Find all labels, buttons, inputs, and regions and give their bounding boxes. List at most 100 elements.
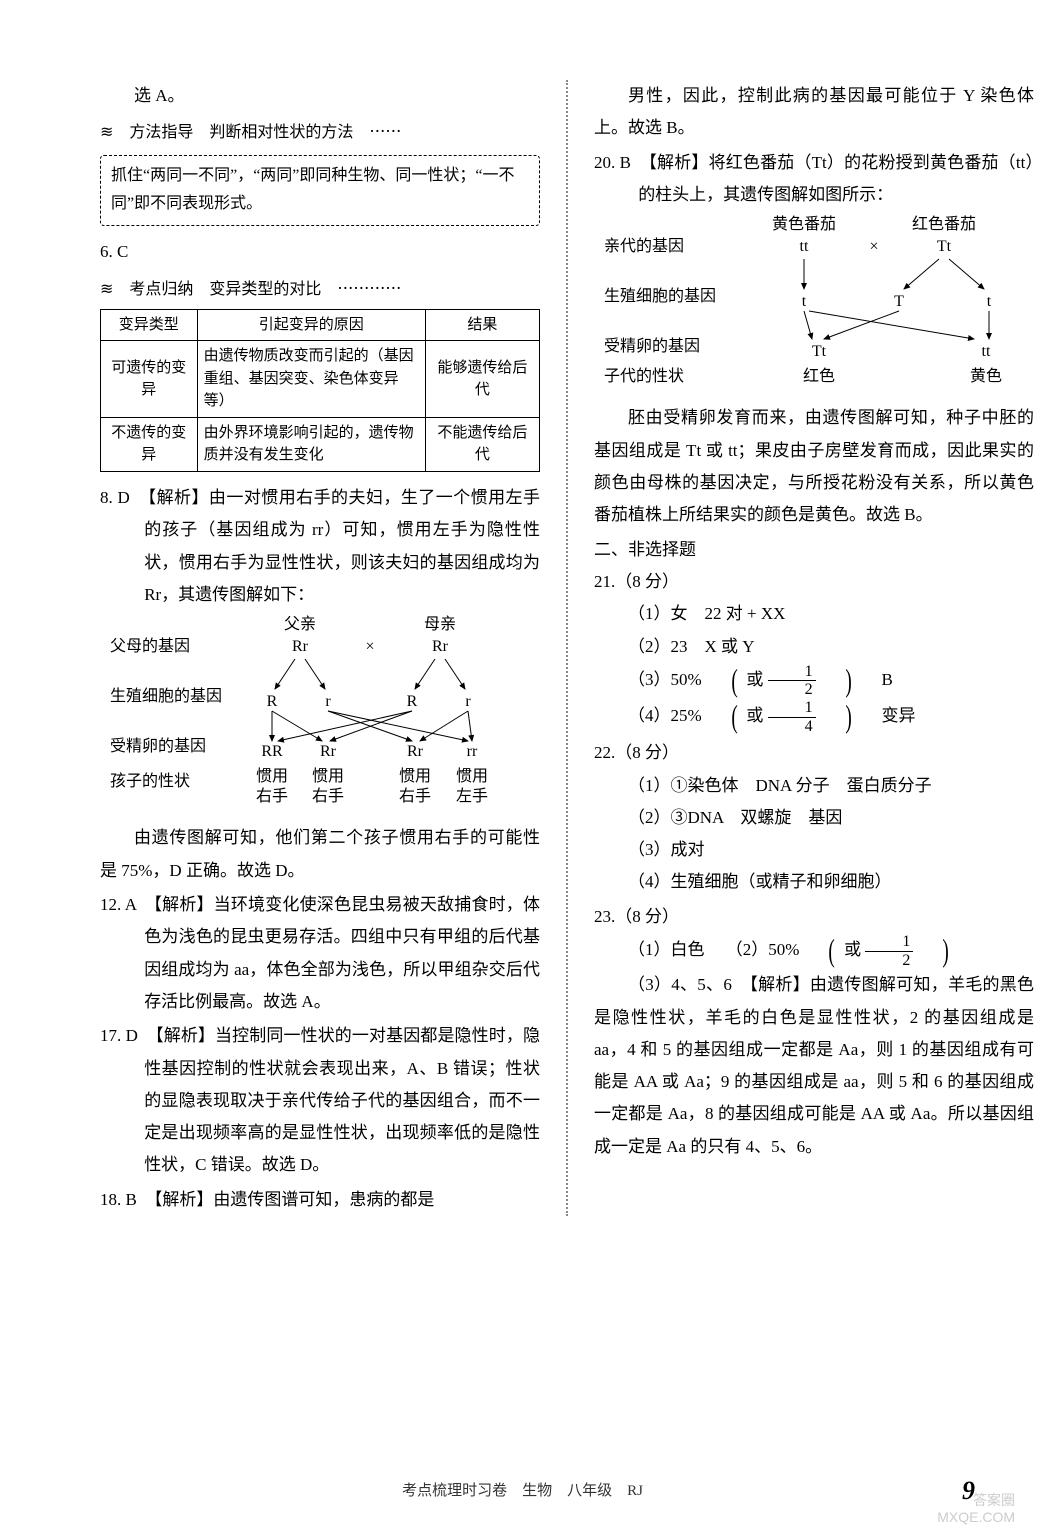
- q21-3-pct: （3）50%: [628, 670, 702, 689]
- right-column: 男性，因此，控制此病的基因最可能位于 Y 染色体上。故选 B。 20. B 【解…: [594, 80, 1034, 1216]
- q23-3: （3）4、5、6 【解析】由遗传图解可知，羊毛的黑色是隐性性状，羊毛的白色是显性…: [594, 969, 1034, 1163]
- td: 不遗传的变异: [101, 417, 198, 471]
- zygote: rr: [467, 743, 478, 760]
- frac-1-4: 14: [768, 699, 816, 735]
- diagram-q8: 父亲 母亲 父母的基因 生殖细胞的基因 受精卵的基因 孩子的性状 Rr × Rr: [100, 611, 540, 822]
- q21-2: （2）23 X 或 Y: [594, 631, 1034, 663]
- q6: 6. C: [100, 236, 540, 268]
- rowlabel-gamete: 生殖细胞的基因: [110, 687, 222, 705]
- phen2: 右手: [399, 787, 431, 805]
- gamete: t: [802, 293, 807, 310]
- watermark-l2: MXQE.COM: [937, 1509, 1015, 1526]
- red-label: 红色番茄: [912, 215, 976, 233]
- q22-head: 22.（8 分）: [594, 737, 1034, 769]
- rowlabel-parent: 父母的基因: [110, 637, 190, 655]
- q21-1: （1）女 22 对 + XX: [594, 598, 1034, 630]
- column-divider: [566, 80, 568, 1216]
- q22-3: （3）成对: [594, 834, 1034, 866]
- q23-1c: 或: [844, 940, 861, 959]
- cross: ×: [869, 238, 878, 255]
- q21-4-or: 或: [746, 706, 763, 725]
- zygote: Rr: [407, 743, 424, 760]
- phen: 惯用: [456, 767, 488, 785]
- td: 能够遗传给后代: [425, 341, 539, 418]
- table-heading: ≋ 考点归纳 变异类型的对比 ⋯⋯⋯⋯: [100, 275, 540, 305]
- rowlabel: 子代的性状: [604, 367, 684, 385]
- yellow-label: 黄色番茄: [772, 215, 836, 233]
- p2: Tt: [937, 238, 952, 255]
- rowlabel: 亲代的基因: [604, 237, 684, 255]
- q21-4-pct: （4）25%: [628, 706, 702, 725]
- phen: 惯用: [399, 767, 431, 785]
- watermark: 答案圈 MXQE.COM: [937, 1492, 1015, 1526]
- zygote: RR: [261, 743, 283, 760]
- rowlabel: 受精卵的基因: [604, 337, 700, 355]
- frac-1-2: 12: [768, 663, 816, 699]
- cross-sym: ×: [365, 638, 374, 655]
- method-heading: ≋ 方法指导 判断相对性状的方法 ⋯⋯: [100, 118, 540, 148]
- th-type: 变异类型: [101, 309, 198, 341]
- q17: 17. D 【解析】当控制同一性状的一对基因都是隐性时，隐性基因控制的性状就会表…: [100, 1020, 540, 1181]
- section2-head: 二、非选择题: [594, 534, 1034, 566]
- phen: 黄色: [970, 367, 1002, 385]
- q12: 12. A 【解析】当环境变化使深色昆虫易被天敌捕食时，体色为浅色的昆虫更易存活…: [100, 889, 540, 1018]
- zygote: Tt: [812, 343, 827, 360]
- xuan-a-line: 选 A。: [100, 80, 540, 112]
- parent-rr-1: Rr: [292, 638, 309, 655]
- diagram-q20: 黄色番茄 红色番茄 亲代的基因 生殖细胞的基因 受精卵的基因 子代的性状 tt …: [594, 211, 1034, 402]
- parent-rr-2: Rr: [432, 638, 449, 655]
- q22-4: （4）生殖细胞（或精子和卵细胞）: [594, 866, 1034, 898]
- mother-label: 母亲: [424, 615, 456, 633]
- watermark-l1: 答案圈: [937, 1492, 1015, 1509]
- q8: 8. D 【解析】由一对惯用右手的夫妇，生了一个惯用左手的孩子（基因组成为 rr…: [100, 482, 540, 611]
- table-row: 可遗传的变异 由遗传物质改变而引起的（基因重组、基因突变、染色体变异等） 能够遗…: [101, 341, 540, 418]
- gamete: R: [407, 693, 418, 710]
- father-label: 父亲: [284, 615, 316, 633]
- rowlabel-phen: 孩子的性状: [110, 772, 190, 790]
- th-cause: 引起变异的原因: [197, 309, 425, 341]
- q23-head: 23.（8 分）: [594, 901, 1034, 933]
- phen2: 右手: [256, 787, 288, 805]
- q22-1: （1）①染色体 DNA 分子 蛋白质分子: [594, 770, 1034, 802]
- zygote: tt: [982, 343, 991, 360]
- q21-3: （3）50%(或 12) B: [594, 663, 1034, 699]
- p1: tt: [800, 238, 809, 255]
- method-box: 抓住“两同一不同”，“两同”即同种生物、同一性状；“一不同”即不同表现形式。: [100, 155, 540, 227]
- phen: 惯用: [256, 767, 288, 785]
- td: 由外界环境影响引起的，遗传物质并没有发生变化: [197, 417, 425, 471]
- q21-head: 21.（8 分）: [594, 566, 1034, 598]
- rowlabel-zygote: 受精卵的基因: [110, 737, 206, 755]
- th-result: 结果: [425, 309, 539, 341]
- gamete: t: [987, 293, 992, 310]
- q21-4: （4）25%(或 14) 变异: [594, 699, 1034, 735]
- left-column: 选 A。 ≋ 方法指导 判断相对性状的方法 ⋯⋯ 抓住“两同一不同”，“两同”即…: [100, 80, 540, 1216]
- gamete: r: [465, 693, 471, 710]
- q20-tail: 胚由受精卵发育而来，由遗传图解可知，种子中胚的基因组成是 Tt 或 tt；果皮由…: [594, 402, 1034, 531]
- zygote: Rr: [320, 743, 337, 760]
- q21-3-b: B: [881, 670, 892, 689]
- gamete: T: [894, 293, 904, 310]
- method-body: 抓住“两同一不同”，“两同”即同种生物、同一性状；“一不同”即不同表现形式。: [111, 167, 515, 213]
- q23-1a: （1）白色: [628, 940, 705, 959]
- q23-1: （1）白色 （2）50%(或 12): [594, 933, 1034, 969]
- gamete: R: [267, 693, 278, 710]
- td: 不能遗传给后代: [425, 417, 539, 471]
- td: 由遗传物质改变而引起的（基因重组、基因突变、染色体变异等）: [197, 341, 425, 418]
- page-footer: 考点梳理时习卷 生物 八年级 RJ: [0, 1479, 1045, 1500]
- q23-1b: （2）50%: [726, 940, 800, 959]
- gamete: r: [325, 693, 331, 710]
- frac-1-2b: 12: [865, 933, 913, 969]
- q21-3-or: 或: [746, 670, 763, 689]
- variation-table: 变异类型 引起变异的原因 结果 可遗传的变异 由遗传物质改变而引起的（基因重组、…: [100, 309, 540, 472]
- rowlabel: 生殖细胞的基因: [604, 287, 716, 305]
- q18-cont: 男性，因此，控制此病的基因最可能位于 Y 染色体上。故选 B。: [594, 80, 1034, 145]
- q20: 20. B 【解析】将红色番茄（Tt）的花粉授到黄色番茄（tt）的柱头上，其遗传…: [594, 147, 1034, 212]
- phen: 红色: [803, 367, 835, 385]
- phen2: 右手: [312, 787, 344, 805]
- q8-tail: 由遗传图解可知，他们第二个孩子惯用右手的可能性是 75%，D 正确。故选 D。: [100, 822, 540, 887]
- td: 可遗传的变异: [101, 341, 198, 418]
- table-header-row: 变异类型 引起变异的原因 结果: [101, 309, 540, 341]
- q21-4-var: 变异: [881, 706, 915, 725]
- q22-2: （2）③DNA 双螺旋 基因: [594, 802, 1034, 834]
- q18: 18. B 【解析】由遗传图谱可知，患病的都是: [100, 1184, 540, 1216]
